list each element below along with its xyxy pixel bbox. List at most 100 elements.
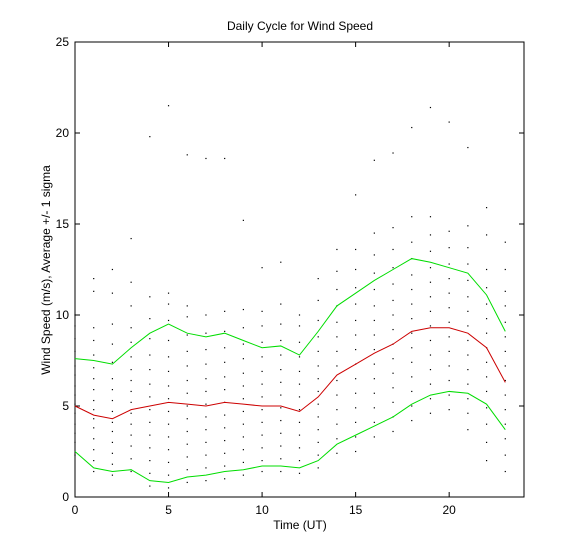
data-point	[111, 463, 114, 465]
data-point	[167, 105, 170, 107]
data-point	[355, 248, 357, 251]
data-point	[448, 379, 450, 382]
data-point	[149, 338, 151, 340]
data-point	[336, 365, 338, 367]
data-point	[392, 328, 394, 331]
data-point	[205, 157, 207, 160]
data-point	[448, 336, 450, 338]
data-point	[280, 381, 282, 383]
data-point	[224, 330, 226, 332]
data-point	[74, 432, 76, 434]
data-point	[149, 396, 151, 398]
data-point	[298, 409, 301, 411]
y-tick-label: 25	[56, 35, 70, 49]
data-point	[355, 319, 357, 322]
data-point	[261, 421, 263, 423]
data-point	[280, 470, 282, 473]
data-point	[448, 121, 450, 123]
data-point	[242, 372, 244, 374]
data-point	[467, 383, 469, 385]
data-point	[467, 296, 469, 298]
data-point	[317, 441, 319, 443]
data-point	[504, 268, 506, 271]
data-point	[504, 350, 506, 352]
data-point	[186, 379, 188, 382]
data-point	[429, 383, 432, 385]
data-point	[224, 452, 226, 454]
data-point	[205, 429, 207, 431]
data-point	[261, 267, 263, 269]
data-point	[261, 470, 263, 473]
data-point	[298, 370, 301, 373]
data-point	[467, 263, 469, 265]
data-point	[467, 247, 469, 249]
data-point	[93, 449, 95, 451]
data-point	[93, 278, 95, 280]
x-tick-label: 15	[349, 503, 363, 517]
data-point	[261, 434, 263, 436]
plot-area: 0 5 10 15 20 0 5 10 15 20 25	[56, 35, 525, 517]
data-point	[336, 423, 338, 425]
data-point	[317, 416, 319, 418]
data-point	[485, 268, 488, 271]
data-point	[448, 230, 450, 232]
data-point	[317, 467, 319, 469]
data-point	[485, 234, 488, 236]
data-point	[111, 410, 114, 413]
data-point	[485, 303, 488, 305]
data-point	[205, 480, 207, 482]
data-point	[167, 370, 170, 373]
data-point	[429, 267, 432, 269]
data-point	[74, 365, 76, 367]
data-point	[242, 385, 244, 387]
data-point	[485, 361, 488, 363]
data-point	[317, 278, 319, 280]
data-point	[373, 334, 375, 336]
data-point	[167, 303, 170, 305]
data-point	[411, 126, 413, 129]
data-point	[392, 430, 394, 433]
plot-frame	[74, 41, 525, 498]
data-point	[224, 157, 226, 160]
data-point	[504, 336, 506, 338]
data-point	[429, 339, 432, 342]
data-point	[429, 216, 432, 218]
data-point	[467, 429, 469, 431]
data-point	[429, 310, 432, 312]
data-point	[261, 383, 263, 385]
data-point	[373, 436, 375, 438]
data-point	[429, 281, 432, 283]
data-point	[336, 336, 338, 338]
data-point	[149, 421, 151, 423]
data-point	[336, 288, 338, 291]
data-point	[280, 419, 282, 422]
data-point	[111, 268, 114, 271]
data-point	[242, 436, 244, 438]
data-point	[411, 390, 413, 393]
data-point	[504, 454, 506, 456]
data-point	[261, 447, 263, 449]
lower-sigma-line	[74, 390, 506, 483]
data-point	[224, 427, 226, 429]
data-point	[224, 478, 226, 480]
data-point	[411, 303, 413, 305]
data-point	[373, 288, 375, 291]
data-point	[149, 460, 151, 462]
upper-sigma-line	[74, 258, 506, 365]
data-point	[167, 410, 170, 413]
data-point	[467, 339, 469, 342]
data-point	[224, 361, 226, 363]
data-point	[149, 409, 151, 411]
data-point	[429, 369, 432, 371]
data-point	[448, 292, 450, 294]
data-point	[149, 354, 151, 356]
data-point	[167, 292, 170, 294]
data-point	[130, 423, 132, 425]
data-point	[485, 441, 488, 443]
data-point	[167, 423, 170, 425]
data-point	[242, 327, 244, 329]
x-tick-label: 10	[255, 503, 269, 517]
data-point	[448, 350, 450, 352]
data-point	[485, 207, 488, 209]
data-point	[242, 449, 244, 451]
